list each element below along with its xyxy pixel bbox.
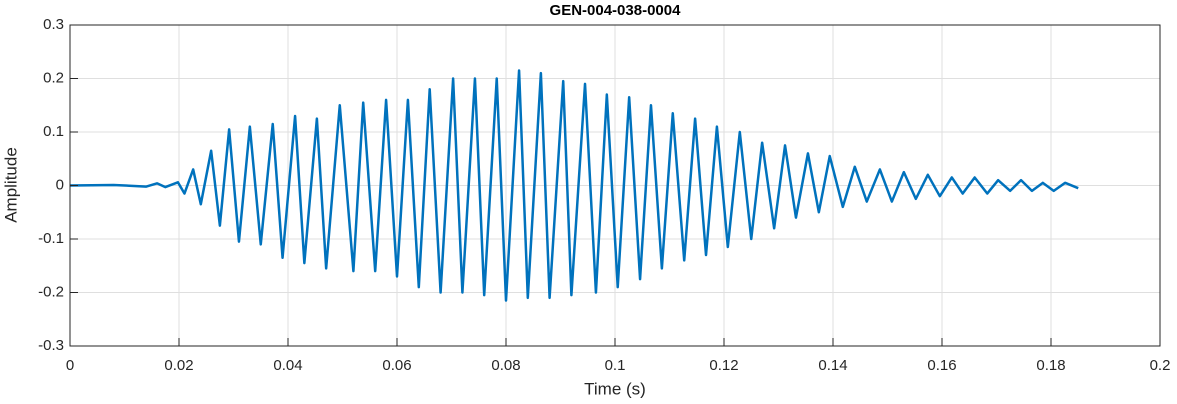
x-tick-label: 0.14 [818,357,847,374]
x-tick-label: 0.16 [927,357,956,374]
y-tick-label: -0.2 [38,283,64,300]
y-tick-label: 0.3 [43,16,64,33]
y-tick-label: 0 [56,176,64,193]
y-tick-label: -0.3 [38,337,64,354]
y-tick-label: 0.2 [43,69,64,86]
x-tick-label: 0 [66,357,74,374]
lines [69,69,1079,302]
waveform-line [69,69,1079,302]
x-tick-label: 0.1 [605,357,626,374]
x-tick-label: 0.02 [164,357,193,374]
y-tick-label: 0.1 [43,123,64,140]
x-tick-label: 0.04 [273,357,302,374]
y-axis-label: Amplitude [1,147,20,223]
x-axis-label: Time (s) [584,379,646,398]
x-tick-label: 0.08 [491,357,520,374]
x-tick-label: 0.12 [709,357,738,374]
y-tick-label: -0.1 [38,230,64,247]
x-tick-label: 0.06 [382,357,411,374]
x-tick-label: 0.18 [1036,357,1065,374]
x-tick-label: 0.2 [1150,357,1171,374]
chart-title: GEN-004-038-0004 [550,2,682,19]
